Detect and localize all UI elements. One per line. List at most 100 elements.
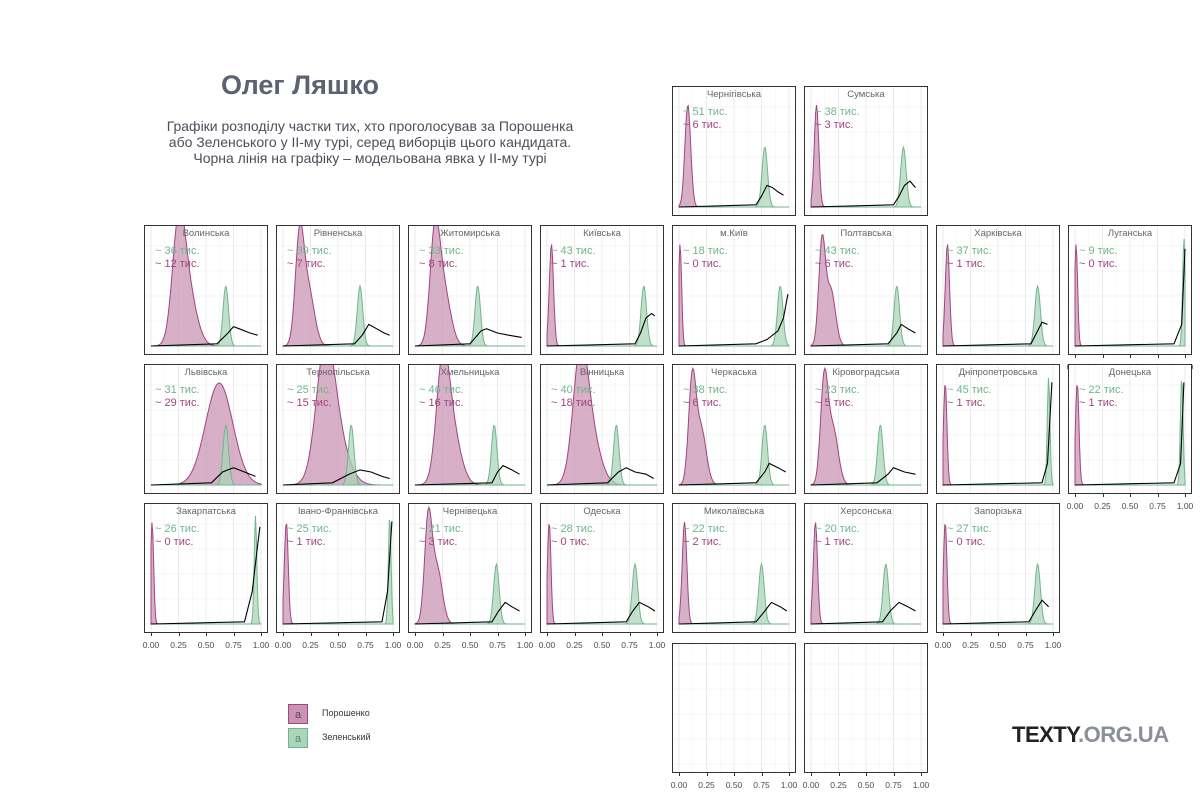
x-tick-label: 0.25 — [698, 780, 715, 790]
facet-plot — [805, 226, 927, 354]
x-axis: 0.00 0.25 0.50 0.75 1.00 — [406, 632, 534, 654]
facet-panel: 0.00 0.25 0.50 0.75 1.00 — [803, 643, 929, 790]
facet-plot — [937, 365, 1059, 493]
subtitle-line: або Зеленського у ІІ-му турі, серед вибо… — [168, 134, 572, 150]
x-tick-label: 0.00 — [538, 640, 556, 650]
poroshenko-count-label: ~ 3 тис. — [815, 119, 854, 131]
x-tick-label: 1.00 — [516, 640, 534, 650]
turnout-line — [678, 184, 784, 208]
poroshenko-count-label: ~ 16 тис. — [419, 397, 464, 409]
x-tick — [233, 632, 235, 636]
x-tick-label: 0.00 — [406, 640, 424, 650]
zelensky-count-label: ~ 22 тис. — [1079, 384, 1124, 396]
facet-title: м.Київ — [720, 228, 748, 239]
brand-logo[interactable]: TEXTY.ORG.UA — [1012, 722, 1169, 748]
turnout-line — [414, 464, 520, 486]
x-tick — [811, 772, 812, 776]
facet-plot — [805, 365, 927, 493]
x-tick — [1025, 632, 1027, 636]
facet-title: Херсонська — [840, 506, 892, 517]
poroshenko-count-label: ~ 18 тис. — [551, 397, 596, 409]
x-tick — [1102, 493, 1104, 497]
x-tick — [943, 632, 944, 636]
facet-title: Закарпатська — [176, 506, 236, 517]
x-tick-label: 0.25 — [1094, 501, 1111, 511]
facet-panel: Чернівецька ~ 21 тис. ~ 3 тис. 0.00 0.25 0.50… — [407, 503, 533, 650]
x-tick — [1130, 354, 1131, 358]
x-tick-label: 0.50 — [461, 640, 479, 650]
zelensky-count-label: ~ 27 тис. — [947, 523, 992, 535]
poroshenko-count-label: ~ 15 тис. — [287, 397, 332, 409]
x-tick — [1075, 493, 1076, 497]
poroshenko-count-label: ~ 6 тис. — [815, 258, 854, 270]
facet-plot — [409, 226, 531, 354]
turnout-line — [942, 599, 1049, 625]
zelensky-density — [283, 424, 393, 486]
facet-title: Хмельницька — [440, 367, 500, 378]
facet-plot — [673, 365, 795, 493]
x-tick — [789, 772, 790, 776]
turnout-line — [810, 467, 916, 486]
x-tick — [970, 632, 972, 636]
facet-panel: Кіровоградська ~ 23 тис. ~ 5 тис. — [804, 364, 928, 494]
x-axis: 0.00 0.25 0.50 0.75 1.00 — [275, 632, 401, 654]
turnout-line — [810, 601, 916, 625]
facet-title: Дніпропетровська — [958, 367, 1038, 378]
poroshenko-count-label: ~ 0 тис. — [155, 536, 194, 548]
zelensky-count-label: ~ 21 тис. — [419, 523, 464, 535]
facet-panel: Хмельницька ~ 46 тис. ~ 16 тис. — [408, 364, 532, 494]
x-tick-label: 0.75 — [885, 780, 902, 790]
turnout-line — [678, 601, 788, 625]
zelensky-count-label: ~ 33 тис. — [419, 245, 464, 257]
legend: a Порошенко a Зеленський — [288, 702, 428, 750]
x-tick-label: 0.50 — [857, 780, 875, 790]
facet-panel: Київська ~ 43 тис. ~ 1 тис. — [540, 225, 664, 355]
x-tick — [1053, 632, 1054, 636]
x-tick-label: 0.00 — [1066, 501, 1084, 511]
turnout-line — [150, 467, 256, 486]
page-subtitle: Графіки розподілу частки тих, хто прогол… — [140, 118, 600, 166]
x-tick — [602, 632, 603, 636]
x-tick — [574, 632, 576, 636]
facet-plot — [673, 226, 795, 354]
poroshenko-count-label: ~ 0 тис. — [1079, 258, 1118, 270]
facet-title: Львівська — [184, 367, 228, 378]
brand-domain: .ORG.UA — [1077, 722, 1169, 747]
facet-panel: Миколаївська ~ 22 тис. ~ 2 тис. — [672, 503, 796, 633]
poroshenko-count-label: ~ 1 тис. — [815, 536, 854, 548]
x-tick — [893, 772, 895, 776]
facet-plot — [673, 644, 795, 772]
x-tick — [338, 632, 339, 636]
brand-main: TEXTY — [1012, 722, 1078, 747]
zelensky-count-label: ~ 45 тис. — [947, 384, 992, 396]
poroshenko-count-label: ~ 3 тис. — [419, 536, 458, 548]
facet-panel: Івано-Франківська ~ 25 тис. ~ 1 тис. 0.00 0.… — [275, 503, 401, 650]
x-axis: 0.00 0.25 0.50 0.75 1.00 — [143, 632, 270, 654]
x-tick-label: 0.50 — [329, 640, 347, 650]
x-tick — [261, 632, 262, 636]
x-tick-label: 0.25 — [434, 640, 451, 650]
x-tick — [547, 632, 548, 636]
x-tick-label: 1.00 — [252, 640, 270, 650]
x-tick — [1075, 354, 1076, 358]
x-tick — [706, 772, 708, 776]
x-tick-label: 0.50 — [593, 640, 611, 650]
x-tick — [393, 632, 394, 636]
turnout-line — [414, 328, 522, 347]
facet-title: Луганська — [1107, 228, 1153, 239]
x-axis: 0.00 0.25 0.50 0.75 1.00 — [935, 632, 1061, 654]
x-tick-label: 1.00 — [780, 780, 798, 790]
turnout-line — [1074, 248, 1186, 347]
facet-plot — [937, 226, 1059, 354]
zelensky-density — [547, 424, 657, 486]
x-tick — [178, 632, 180, 636]
x-tick-label: 1.00 — [1176, 501, 1194, 511]
x-tick-label: 0.50 — [989, 640, 1007, 650]
turnout-line — [546, 601, 656, 625]
zelensky-density — [283, 284, 393, 347]
x-tick — [1130, 493, 1131, 497]
facet-panel: Волинська ~ 36 тис. ~ 12 тис. — [144, 225, 268, 355]
x-tick-label: 0.75 — [357, 640, 374, 650]
x-tick — [497, 632, 499, 636]
